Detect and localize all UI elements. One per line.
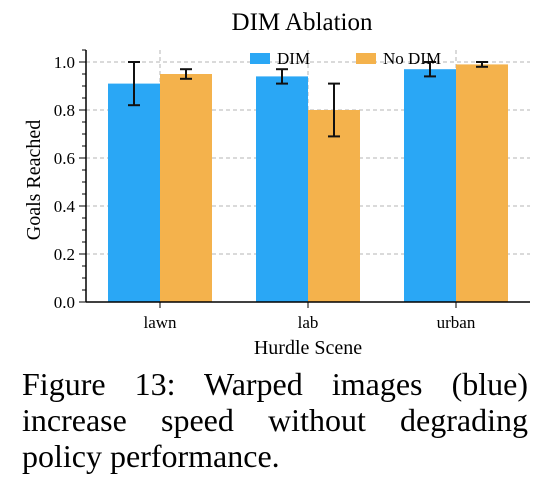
error-bar (476, 61, 488, 68)
y-tick-label: 0.8 (54, 101, 75, 120)
bars (108, 64, 508, 303)
legend-label: No DIM (383, 49, 441, 68)
x-tick-label: lab (298, 313, 319, 332)
bar-no-dim-urban (456, 64, 508, 303)
legend-entry: DIM (250, 49, 310, 68)
error-bars (128, 61, 488, 138)
error-bar (328, 82, 340, 138)
legend-swatch (356, 53, 376, 64)
y-tick-label: 1.0 (54, 53, 75, 72)
y-tick-label: 0.0 (54, 293, 75, 312)
bar-dim-urban (404, 69, 456, 302)
y-tick-label: 0.2 (54, 245, 75, 264)
error-bar (128, 61, 140, 107)
bar-no-dim-lawn (160, 74, 212, 302)
error-bar (424, 61, 436, 78)
bar-dim-lawn (108, 83, 160, 302)
bar-dim-lab (256, 76, 308, 303)
figure-caption: Figure 13: Warped images (blue) increase… (22, 366, 528, 474)
y-tick-label: 0.6 (54, 149, 75, 168)
x-tick-label: lawn (143, 313, 177, 332)
legend-entry: No DIM (356, 49, 441, 68)
x-tick-label: urban (437, 313, 476, 332)
y-tick-label: 0.4 (54, 197, 76, 216)
chart-title: DIM Ablation (232, 9, 373, 36)
bar-no-dim-lab (308, 110, 360, 302)
y-axis-label: Goals Reached (23, 120, 45, 241)
legend-swatch (250, 53, 270, 64)
x-axis-label: Hurdle Scene (254, 337, 362, 359)
error-bar (180, 68, 192, 80)
legend-label: DIM (277, 49, 310, 68)
legend: DIM No DIM (250, 49, 441, 68)
axes (79, 49, 530, 308)
bar-chart: DIM Ablation Goals Reached Hurdle Scene … (23, 9, 530, 359)
tick-labels: 0.0 0.2 0.4 0.6 0.8 1.0 lawn lab urban (54, 53, 476, 332)
error-bar (276, 68, 288, 85)
